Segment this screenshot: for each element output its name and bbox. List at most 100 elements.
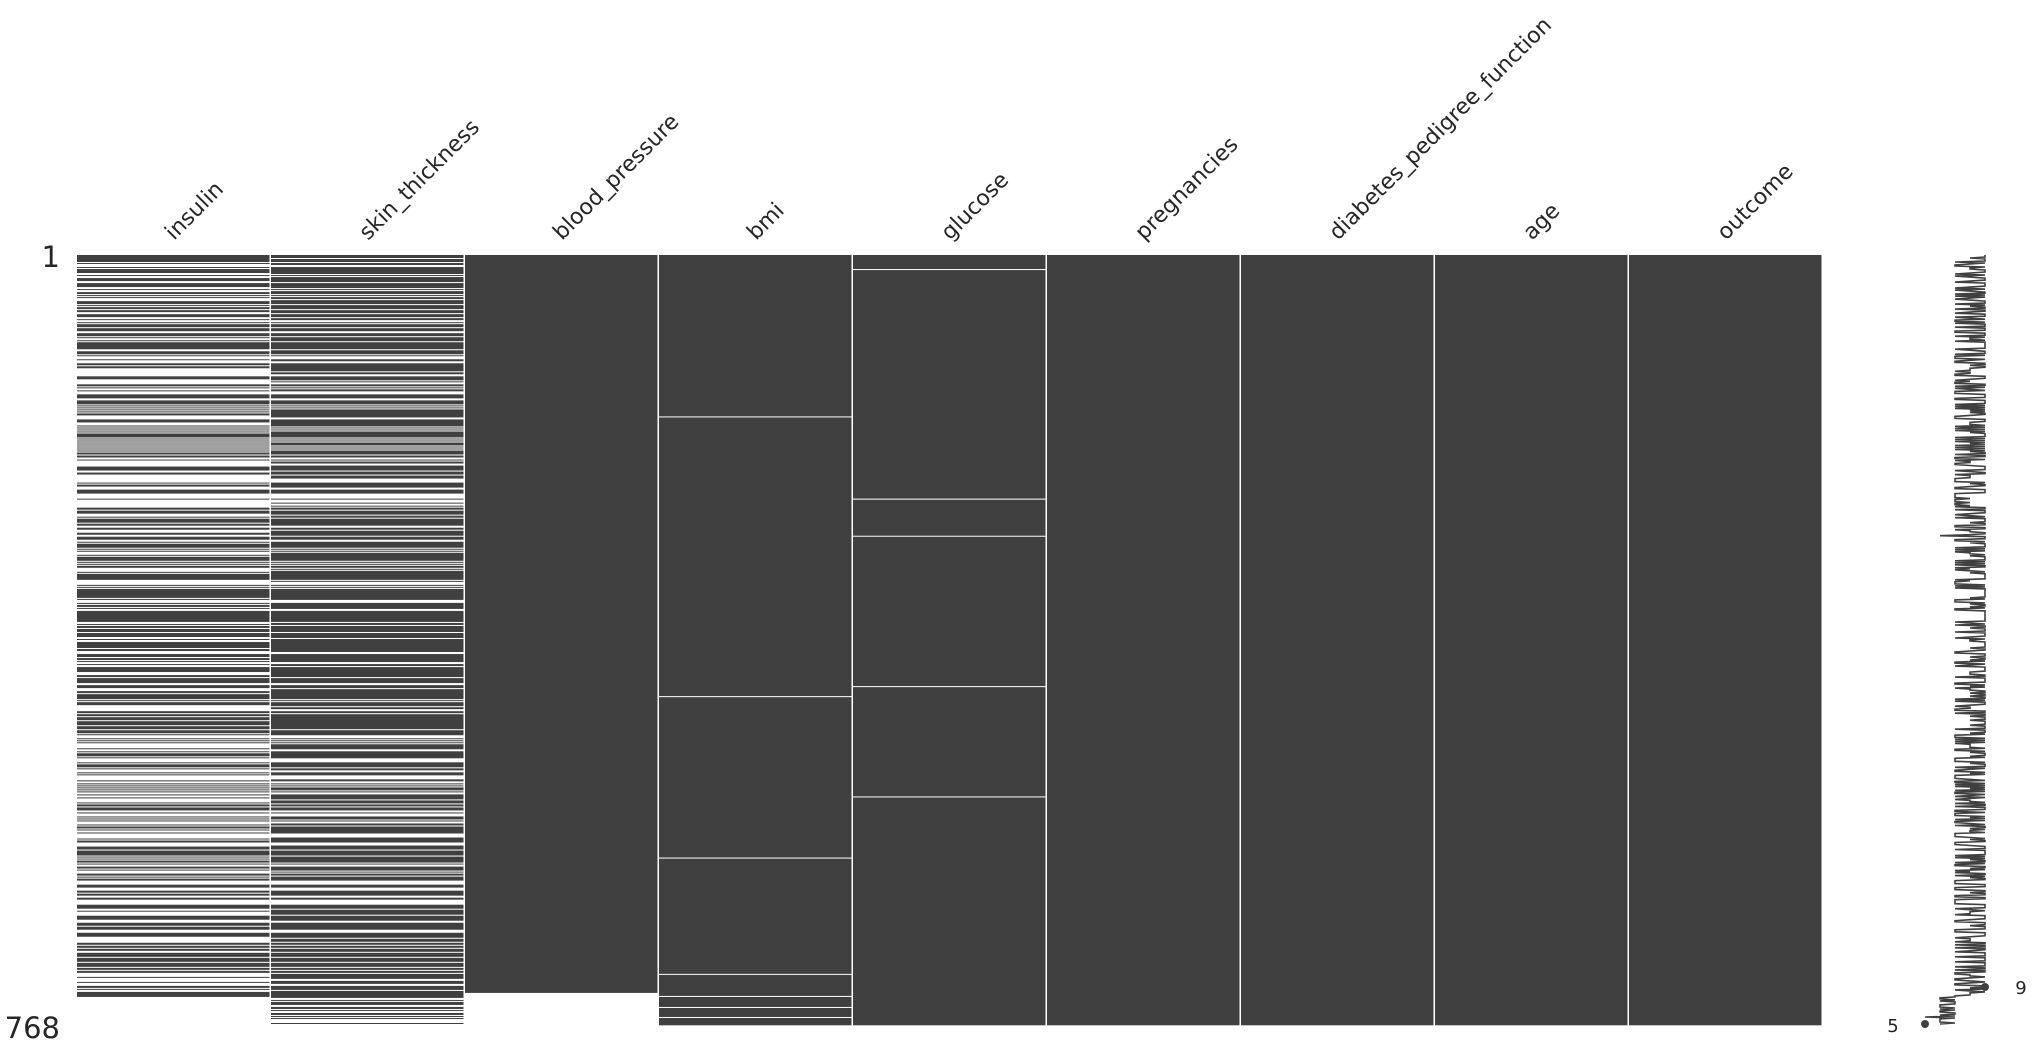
missing-run xyxy=(77,551,270,556)
missing-run xyxy=(77,929,270,934)
filled-run xyxy=(77,543,270,549)
missing-run xyxy=(77,767,270,769)
missing-run xyxy=(271,947,464,950)
column-insulin xyxy=(77,255,270,1026)
missing-run xyxy=(271,309,464,311)
missing-run xyxy=(271,864,464,867)
column-label-age: age xyxy=(1519,199,1566,246)
filled-run xyxy=(271,707,464,710)
filled-run xyxy=(77,405,270,407)
filled-run xyxy=(77,623,270,626)
filled-run xyxy=(271,342,464,350)
filled-run xyxy=(271,530,464,537)
missing-run xyxy=(77,857,270,859)
filled-run xyxy=(271,1006,464,1010)
missing-run xyxy=(77,309,270,311)
sparkline-min-label: 5 xyxy=(1887,1016,1898,1037)
missing-run xyxy=(271,870,464,872)
missing-run xyxy=(465,992,658,1026)
missing-run xyxy=(77,354,270,356)
filled-run xyxy=(271,297,464,300)
filled-run xyxy=(77,702,270,706)
filled-run xyxy=(77,269,270,274)
missing-run xyxy=(271,621,464,624)
missing-run xyxy=(77,365,270,367)
missing-run xyxy=(271,784,464,786)
missing-run xyxy=(271,825,464,827)
missing-run xyxy=(77,273,270,276)
missing-run xyxy=(271,662,464,665)
missing-run xyxy=(77,264,270,268)
filled-run xyxy=(271,772,464,776)
filled-run xyxy=(271,850,464,856)
missing-run xyxy=(271,549,464,552)
filled-run xyxy=(77,962,270,968)
missing-run xyxy=(77,386,270,388)
filled-run xyxy=(77,632,270,638)
filled-run xyxy=(77,337,270,339)
filled-run xyxy=(77,915,270,921)
filled-run xyxy=(77,858,270,860)
sparkline-path xyxy=(1924,255,1986,1025)
filled-run xyxy=(271,876,464,881)
missing-run xyxy=(77,636,270,640)
filled-run xyxy=(271,800,464,804)
missing-run xyxy=(77,404,270,406)
filled-run xyxy=(271,873,464,876)
filled-run xyxy=(271,482,464,488)
filled-run xyxy=(77,390,270,392)
missing-run xyxy=(271,872,464,874)
filled-run xyxy=(77,484,270,487)
missing-run xyxy=(77,859,270,861)
y-tick-first-row: 1 xyxy=(42,240,60,274)
missing-run xyxy=(271,914,464,917)
column-bmi xyxy=(659,255,852,1026)
missing-run xyxy=(77,564,270,567)
missing-run xyxy=(271,741,464,743)
filled-run xyxy=(77,607,270,610)
filled-run xyxy=(271,1017,464,1020)
missing-run xyxy=(77,947,270,950)
missing-run xyxy=(853,796,1046,798)
missing-run xyxy=(271,323,464,325)
filled-run xyxy=(77,563,270,566)
missing-run xyxy=(271,929,464,934)
filled-run xyxy=(77,846,270,850)
filled-run xyxy=(271,259,464,263)
missing-run xyxy=(77,379,270,385)
missing-run xyxy=(77,406,270,408)
missing-run xyxy=(271,290,464,292)
missing-run xyxy=(271,547,464,550)
filled-run xyxy=(77,498,270,500)
sparkline-max-marker xyxy=(1981,983,1989,991)
missing-run xyxy=(77,855,270,857)
filled-run xyxy=(77,910,270,912)
filled-run xyxy=(77,945,270,949)
filled-run xyxy=(271,548,464,551)
filled-run xyxy=(271,507,464,510)
missing-run xyxy=(271,567,464,570)
filled-run xyxy=(271,405,464,407)
missing-run xyxy=(271,331,464,334)
missing-run xyxy=(271,758,464,763)
filled-run xyxy=(77,654,270,658)
missing-run xyxy=(271,262,464,264)
missing-run xyxy=(271,525,464,529)
filled-run xyxy=(77,267,270,269)
missing-run xyxy=(77,895,270,898)
missing-run xyxy=(77,817,270,819)
filled-run xyxy=(271,588,464,601)
missing-run xyxy=(271,517,464,519)
filled-run xyxy=(77,797,270,799)
filled-run xyxy=(271,1012,464,1016)
filled-run xyxy=(77,328,270,332)
missing-run xyxy=(77,806,270,808)
filled-run xyxy=(77,751,270,753)
missing-run xyxy=(271,509,464,511)
filled-run xyxy=(77,787,270,789)
missing-run xyxy=(271,470,464,472)
filled-run xyxy=(77,890,270,893)
missing-run xyxy=(271,972,464,975)
missing-run xyxy=(77,868,270,870)
missing-run xyxy=(271,855,464,857)
